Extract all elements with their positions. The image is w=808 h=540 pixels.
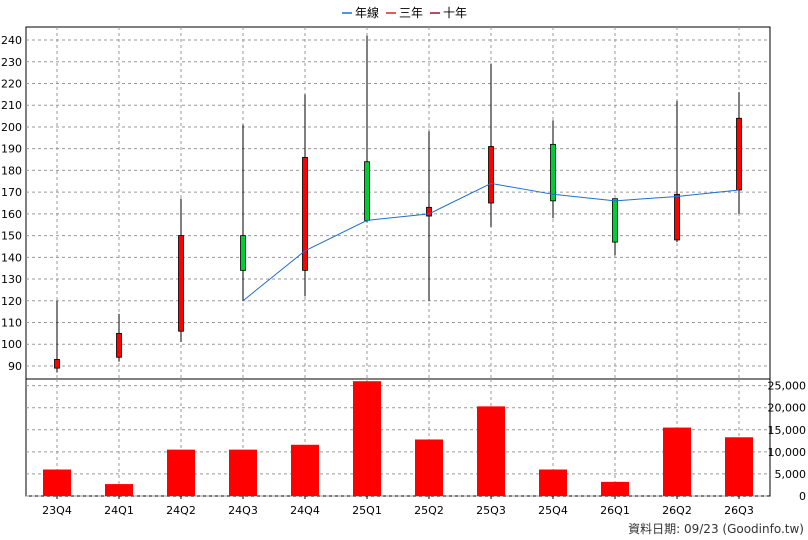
volume-bars: [43, 381, 753, 496]
price-tick-label: 130: [1, 273, 22, 286]
x-tick-label: 24Q3: [228, 504, 258, 517]
candle-body: [302, 156, 308, 271]
legend: 年線 三年 十年: [342, 5, 467, 20]
x-tick-label: 24Q2: [166, 504, 196, 517]
volume-bar-25Q1: [353, 381, 381, 496]
volume-tick-label: 5,000: [775, 468, 807, 481]
candle-body: [550, 143, 556, 202]
price-tick-label: 210: [1, 99, 22, 112]
price-y-axis: 90 100 110 120 130 140 150 160 170 180 190 200 210 22…: [1, 34, 22, 373]
price-tick-label: 220: [1, 77, 22, 90]
price-tick-label: 200: [1, 121, 22, 134]
volume-plot-area: [25, 378, 771, 497]
x-tick-label: 25Q4: [538, 504, 568, 517]
legend-label: 十年: [443, 6, 467, 20]
price-tick-label: 120: [1, 295, 22, 308]
price-tick-label: 110: [1, 317, 22, 330]
price-tick-label: 190: [1, 143, 22, 156]
volume-bar-26Q1: [601, 481, 629, 496]
candle-24Q3: [240, 124, 246, 301]
candle-23Q4: [54, 300, 60, 373]
x-tick-label: 25Q1: [352, 504, 382, 517]
volume-bar-26Q2: [663, 427, 691, 496]
price-tick-label: 100: [1, 338, 22, 351]
price-tick-label: 160: [1, 208, 22, 221]
x-tick-label: 26Q2: [662, 504, 692, 517]
price-tick-label: 240: [1, 34, 22, 47]
candle-24Q2: [178, 198, 184, 343]
legend-item-0: 年線: [342, 5, 379, 20]
volume-bar-24Q1: [105, 484, 133, 496]
volume-bar-25Q3: [477, 406, 505, 496]
x-tick-label: 26Q1: [600, 504, 630, 517]
price-tick-label: 180: [1, 164, 22, 177]
candle-body: [488, 146, 494, 204]
candle-body: [612, 198, 618, 243]
candle-25Q3: [488, 63, 494, 227]
price-tick-label: 170: [1, 186, 22, 199]
candle-body: [364, 161, 370, 221]
candle-body: [54, 359, 60, 369]
volume-bar-26Q3: [725, 437, 753, 496]
candle-24Q4: [302, 94, 308, 297]
candles: [54, 35, 742, 373]
x-tick-label: 24Q4: [290, 504, 320, 517]
volume-grid: [26, 379, 770, 497]
volume-bar-25Q4: [539, 469, 567, 496]
volume-panel: 0 5,000 10,000 15,000 20,000 25,000: [25, 378, 807, 503]
volume-tick-label: 0: [799, 490, 806, 503]
volume-tick-label: 20,000: [768, 402, 807, 415]
candle-25Q4: [550, 120, 556, 219]
volume-bar-25Q2: [415, 439, 443, 496]
legend-item-2: 十年: [430, 6, 467, 20]
volume-tick-label: 15,000: [768, 424, 807, 437]
price-plot-area: [25, 26, 771, 380]
ma-line-annual: [242, 182, 740, 302]
candle-26Q2: [674, 100, 680, 243]
volume-bar-24Q4: [291, 444, 319, 496]
price-tick-label: 230: [1, 56, 22, 69]
x-tick-label: 25Q2: [414, 504, 444, 517]
legend-label: 三年: [399, 6, 423, 20]
price-tick-label: 150: [1, 230, 22, 243]
price-tick-label: 90: [8, 360, 22, 373]
x-tick-label: 23Q4: [42, 504, 72, 517]
price-tick-label: 140: [1, 251, 22, 264]
candle-body: [736, 117, 742, 191]
x-tick-label: 24Q1: [104, 504, 134, 517]
volume-tick-label: 25,000: [768, 380, 807, 393]
candle-body: [116, 332, 122, 358]
candle-26Q1: [612, 198, 618, 256]
x-axis: 23Q4 24Q1 24Q2 24Q3 24Q4 25Q1 25Q2 25Q3 25Q4 26Q1…: [42, 496, 754, 517]
volume-tick-label: 10,000: [768, 446, 807, 459]
legend-label: 年線: [355, 5, 379, 20]
candle-25Q2: [426, 131, 432, 301]
candle-body: [426, 206, 432, 217]
candle-body: [178, 235, 184, 332]
volume-y-axis: 0 5,000 10,000 15,000 20,000 25,000: [768, 380, 807, 503]
candle-24Q1: [116, 313, 122, 362]
data-date-footer: 資料日期: 09/23 (Goodinfo.tw): [628, 522, 804, 536]
volume-bar-24Q3: [229, 449, 257, 496]
price-panel: 90 100 110 120 130 140 150 160 170 180 190 200 210 22…: [1, 26, 771, 380]
volume-bar-23Q4: [43, 469, 71, 496]
x-tick-label: 26Q3: [724, 504, 754, 517]
legend-item-1: 三年: [386, 6, 423, 20]
volume-bar-24Q2: [167, 449, 195, 496]
candle-body: [240, 235, 246, 271]
x-tick-label: 25Q3: [476, 504, 506, 517]
candle-body: [674, 193, 680, 241]
